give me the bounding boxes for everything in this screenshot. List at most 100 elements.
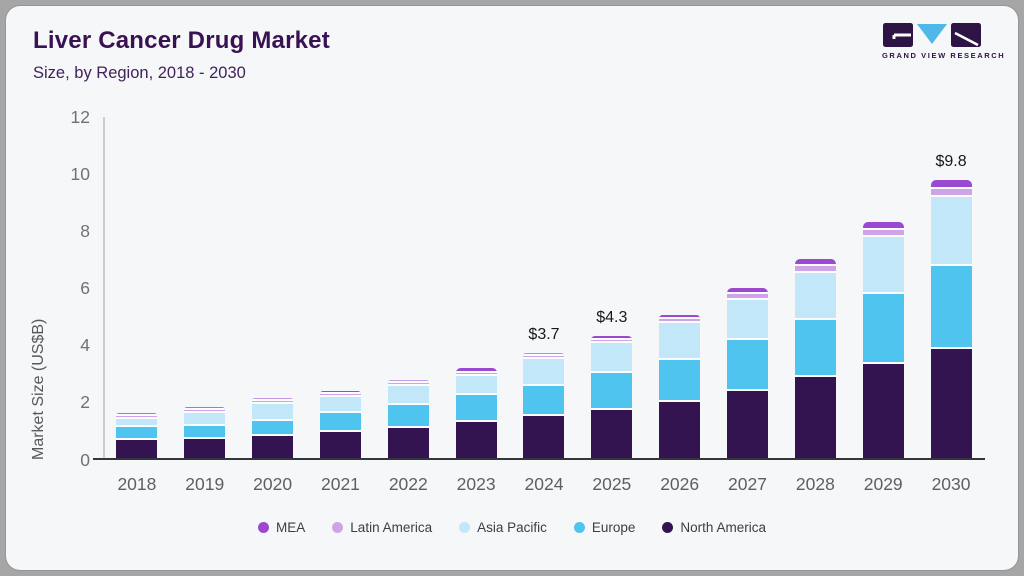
y-tick-10: 10 bbox=[70, 163, 90, 184]
bar-segment-north-america bbox=[862, 364, 904, 458]
bar-segment-mea bbox=[659, 314, 701, 319]
x-axis-line bbox=[93, 458, 985, 460]
bar-segment-latin-america bbox=[523, 356, 565, 360]
bar-column-2028 bbox=[781, 117, 849, 458]
bar-segment-latin-america bbox=[455, 372, 497, 376]
bar-segment-asia-pacific bbox=[862, 236, 904, 294]
y-tick-12: 12 bbox=[70, 106, 90, 127]
x-tick-2027: 2027 bbox=[728, 474, 767, 494]
bar-column-2021 bbox=[307, 117, 375, 458]
legend: MEA Latin America Asia Pacific Europe North … bbox=[6, 520, 1018, 535]
bar-column-2024: $3.7 bbox=[510, 117, 578, 458]
y-tick-6: 6 bbox=[80, 277, 90, 298]
bar-segment-latin-america bbox=[116, 416, 158, 420]
bar-segment-north-america bbox=[523, 415, 565, 458]
bar-segment-north-america bbox=[184, 438, 226, 458]
bar-column-2029 bbox=[849, 117, 917, 458]
bar-column-2022 bbox=[374, 117, 442, 458]
legend-label: MEA bbox=[276, 520, 306, 535]
x-tick-2028: 2028 bbox=[795, 474, 835, 494]
bar-segment-north-america bbox=[319, 431, 361, 458]
bar-segment-europe bbox=[659, 359, 701, 402]
bar-2022 bbox=[387, 380, 429, 458]
bar-segment-latin-america bbox=[184, 410, 226, 414]
bar-2018 bbox=[116, 413, 158, 458]
legend-dot-mea bbox=[258, 522, 270, 533]
bar-segment-north-america bbox=[116, 440, 158, 458]
y-tick-2: 2 bbox=[80, 392, 90, 413]
bar-2021 bbox=[319, 390, 361, 458]
bar-segment-europe bbox=[727, 339, 769, 391]
bar-segment-latin-america bbox=[794, 266, 836, 274]
legend-dot-north-america bbox=[662, 522, 674, 533]
legend-item-europe: Europe bbox=[573, 520, 636, 535]
x-tick-2021: 2021 bbox=[320, 474, 360, 494]
bar-column-2018 bbox=[103, 117, 171, 458]
bar-segment-latin-america bbox=[591, 340, 633, 344]
bar-segment-asia-pacific bbox=[727, 299, 769, 340]
bar-segment-north-america bbox=[659, 401, 701, 458]
legend-dot-europe bbox=[573, 522, 585, 533]
page-title: Liver Cancer Drug Market bbox=[33, 27, 330, 54]
bar-segment-latin-america bbox=[252, 401, 294, 405]
bar-segment-latin-america bbox=[727, 294, 769, 300]
bar-segment-asia-pacific bbox=[252, 404, 294, 421]
bar-segment-north-america bbox=[591, 410, 633, 458]
bar-segment-europe bbox=[252, 420, 294, 436]
bar-2027 bbox=[727, 288, 769, 458]
y-tick-0: 0 bbox=[80, 449, 90, 470]
x-tick-2023: 2023 bbox=[456, 474, 496, 494]
bar-column-2027 bbox=[714, 117, 782, 458]
bar-segment-asia-pacific bbox=[659, 323, 701, 360]
legend-dot-latin-america bbox=[332, 522, 344, 533]
bar-segment-mea bbox=[252, 398, 294, 402]
gvr-logo: GRAND VIEW RESEARCH bbox=[882, 22, 1006, 60]
bar-column-2020 bbox=[239, 117, 307, 458]
bar-2025 bbox=[591, 335, 633, 458]
value-label-2024: $3.7 bbox=[528, 326, 560, 344]
legend-item-asia-pacific: Asia Pacific bbox=[459, 520, 547, 535]
bar-segment-europe bbox=[319, 413, 361, 432]
bar-segment-north-america bbox=[794, 377, 836, 458]
bar-segment-mea bbox=[727, 288, 769, 295]
bar-segment-mea bbox=[184, 407, 226, 411]
bar-segment-latin-america bbox=[387, 383, 429, 387]
bar-segment-europe bbox=[116, 427, 158, 441]
bar-2029 bbox=[862, 222, 904, 458]
bar-segment-mea bbox=[523, 353, 565, 357]
bar-segment-europe bbox=[523, 385, 565, 416]
x-tick-2030: 2030 bbox=[931, 474, 971, 494]
legend-item-mea: MEA bbox=[258, 520, 305, 535]
y-axis-label: Market Size (US$B) bbox=[30, 318, 47, 460]
legend-label: Asia Pacific bbox=[477, 520, 547, 535]
y-tick-4: 4 bbox=[80, 334, 90, 355]
chart-subtitle: Size, by Region, 2018 - 2030 bbox=[33, 64, 246, 82]
bar-segment-mea bbox=[794, 259, 836, 267]
y-tick-8: 8 bbox=[80, 220, 90, 241]
bar-segment-europe bbox=[591, 373, 633, 411]
bar-segment-asia-pacific bbox=[387, 386, 429, 405]
x-tick-2022: 2022 bbox=[388, 474, 428, 494]
bar-segment-latin-america bbox=[930, 188, 972, 198]
bar-2023 bbox=[455, 367, 497, 458]
bar-segment-asia-pacific bbox=[116, 419, 158, 428]
bar-2024 bbox=[523, 353, 565, 458]
x-tick-2026: 2026 bbox=[660, 474, 700, 494]
legend-item-north-america: North America bbox=[662, 520, 766, 535]
bar-segment-mea bbox=[862, 222, 904, 230]
x-tick-2024: 2024 bbox=[524, 474, 564, 494]
gvr-logo-icon bbox=[883, 23, 981, 47]
bar-segment-europe bbox=[184, 425, 226, 439]
bar-segment-mea bbox=[387, 380, 429, 384]
bar-segment-latin-america bbox=[862, 229, 904, 237]
bar-segment-europe bbox=[930, 265, 972, 349]
bar-segment-north-america bbox=[930, 348, 972, 458]
x-tick-2020: 2020 bbox=[253, 474, 293, 494]
bar-segment-mea bbox=[930, 179, 972, 189]
bar-segment-europe bbox=[794, 320, 836, 378]
plot-area: $3.7 $4.3 $9.8 0 2 4 6 8 10 12 bbox=[71, 108, 985, 468]
legend-label: Europe bbox=[591, 520, 636, 535]
bar-column-2025: $4.3 bbox=[578, 117, 646, 458]
gvr-logo-text: GRAND VIEW RESEARCH bbox=[882, 51, 1006, 60]
bar-segment-asia-pacific bbox=[930, 197, 972, 266]
